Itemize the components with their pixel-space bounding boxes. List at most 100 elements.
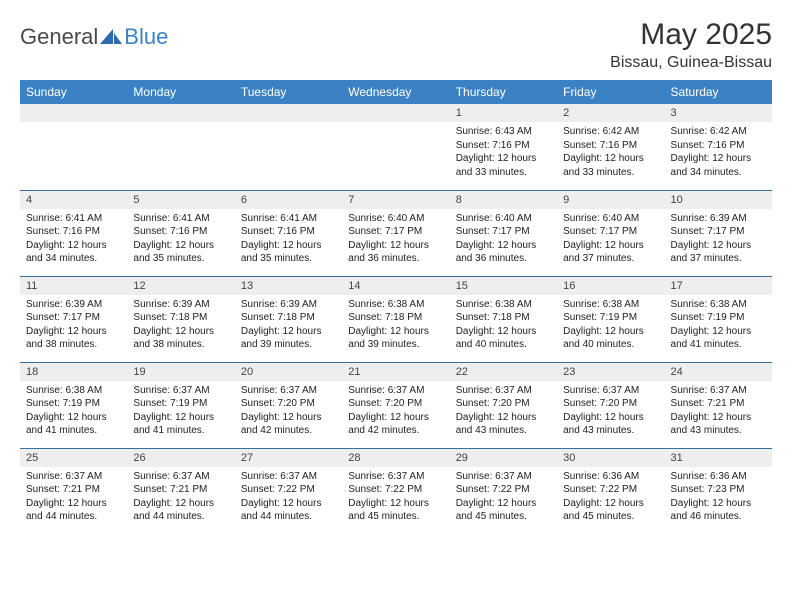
day-cell: 26Sunrise: 6:37 AMSunset: 7:21 PMDayligh… bbox=[127, 448, 234, 534]
sunset-line: Sunset: 7:16 PM bbox=[133, 225, 228, 239]
sunset-line: Sunset: 7:16 PM bbox=[671, 139, 766, 153]
sunset-line: Sunset: 7:18 PM bbox=[348, 311, 443, 325]
day-number: 12 bbox=[127, 277, 234, 295]
sunset-line: Sunset: 7:23 PM bbox=[671, 483, 766, 497]
sunrise-line: Sunrise: 6:37 AM bbox=[26, 470, 121, 484]
sunset-line: Sunset: 7:17 PM bbox=[563, 225, 658, 239]
day-cell: 31Sunrise: 6:36 AMSunset: 7:23 PMDayligh… bbox=[665, 448, 772, 534]
daylight-line: Daylight: 12 hours and 38 minutes. bbox=[133, 325, 228, 352]
dow-row: Sunday Monday Tuesday Wednesday Thursday… bbox=[20, 80, 772, 104]
day-number: 8 bbox=[450, 191, 557, 209]
dow-friday: Friday bbox=[557, 80, 664, 104]
daylight-line: Daylight: 12 hours and 40 minutes. bbox=[456, 325, 551, 352]
day-info: Sunrise: 6:41 AMSunset: 7:16 PMDaylight:… bbox=[235, 209, 342, 270]
day-cell: 13Sunrise: 6:39 AMSunset: 7:18 PMDayligh… bbox=[235, 276, 342, 362]
header: General Blue May 2025 Bissau, Guinea-Bis… bbox=[20, 18, 772, 72]
daylight-line: Daylight: 12 hours and 42 minutes. bbox=[241, 411, 336, 438]
day-number: 15 bbox=[450, 277, 557, 295]
day-number: 4 bbox=[20, 191, 127, 209]
day-info: Sunrise: 6:40 AMSunset: 7:17 PMDaylight:… bbox=[450, 209, 557, 270]
day-number: 7 bbox=[342, 191, 449, 209]
sunset-line: Sunset: 7:16 PM bbox=[26, 225, 121, 239]
day-info: Sunrise: 6:41 AMSunset: 7:16 PMDaylight:… bbox=[127, 209, 234, 270]
day-info: Sunrise: 6:38 AMSunset: 7:18 PMDaylight:… bbox=[342, 295, 449, 356]
day-cell: 21Sunrise: 6:37 AMSunset: 7:20 PMDayligh… bbox=[342, 362, 449, 448]
daylight-line: Daylight: 12 hours and 45 minutes. bbox=[456, 497, 551, 524]
day-cell: 20Sunrise: 6:37 AMSunset: 7:20 PMDayligh… bbox=[235, 362, 342, 448]
day-cell: 1Sunrise: 6:43 AMSunset: 7:16 PMDaylight… bbox=[450, 104, 557, 190]
day-cell: 7Sunrise: 6:40 AMSunset: 7:17 PMDaylight… bbox=[342, 190, 449, 276]
sunrise-line: Sunrise: 6:39 AM bbox=[241, 298, 336, 312]
day-info: Sunrise: 6:38 AMSunset: 7:19 PMDaylight:… bbox=[557, 295, 664, 356]
sunset-line: Sunset: 7:17 PM bbox=[26, 311, 121, 325]
sunrise-line: Sunrise: 6:38 AM bbox=[456, 298, 551, 312]
sunrise-line: Sunrise: 6:37 AM bbox=[133, 470, 228, 484]
day-cell: 27Sunrise: 6:37 AMSunset: 7:22 PMDayligh… bbox=[235, 448, 342, 534]
day-number: 5 bbox=[127, 191, 234, 209]
daylight-line: Daylight: 12 hours and 41 minutes. bbox=[133, 411, 228, 438]
sunrise-line: Sunrise: 6:41 AM bbox=[241, 212, 336, 226]
sunrise-line: Sunrise: 6:37 AM bbox=[456, 470, 551, 484]
daylight-line: Daylight: 12 hours and 35 minutes. bbox=[133, 239, 228, 266]
day-cell: 5Sunrise: 6:41 AMSunset: 7:16 PMDaylight… bbox=[127, 190, 234, 276]
day-cell: 28Sunrise: 6:37 AMSunset: 7:22 PMDayligh… bbox=[342, 448, 449, 534]
sunrise-line: Sunrise: 6:37 AM bbox=[133, 384, 228, 398]
daylight-line: Daylight: 12 hours and 45 minutes. bbox=[563, 497, 658, 524]
sunrise-line: Sunrise: 6:36 AM bbox=[563, 470, 658, 484]
day-info: Sunrise: 6:38 AMSunset: 7:18 PMDaylight:… bbox=[450, 295, 557, 356]
brand-sail-icon bbox=[100, 29, 122, 45]
calendar-body: 1Sunrise: 6:43 AMSunset: 7:16 PMDaylight… bbox=[20, 104, 772, 534]
daylight-line: Daylight: 12 hours and 43 minutes. bbox=[671, 411, 766, 438]
day-info: Sunrise: 6:36 AMSunset: 7:22 PMDaylight:… bbox=[557, 467, 664, 528]
calendar-week: 25Sunrise: 6:37 AMSunset: 7:21 PMDayligh… bbox=[20, 448, 772, 534]
day-info: Sunrise: 6:39 AMSunset: 7:18 PMDaylight:… bbox=[235, 295, 342, 356]
daylight-line: Daylight: 12 hours and 44 minutes. bbox=[26, 497, 121, 524]
day-number bbox=[20, 104, 127, 122]
daylight-line: Daylight: 12 hours and 40 minutes. bbox=[563, 325, 658, 352]
sunset-line: Sunset: 7:17 PM bbox=[671, 225, 766, 239]
dow-monday: Monday bbox=[127, 80, 234, 104]
sunrise-line: Sunrise: 6:40 AM bbox=[456, 212, 551, 226]
day-cell: 12Sunrise: 6:39 AMSunset: 7:18 PMDayligh… bbox=[127, 276, 234, 362]
day-cell: 22Sunrise: 6:37 AMSunset: 7:20 PMDayligh… bbox=[450, 362, 557, 448]
day-number: 28 bbox=[342, 449, 449, 467]
sunrise-line: Sunrise: 6:39 AM bbox=[26, 298, 121, 312]
sunset-line: Sunset: 7:20 PM bbox=[456, 397, 551, 411]
day-number: 20 bbox=[235, 363, 342, 381]
daylight-line: Daylight: 12 hours and 36 minutes. bbox=[456, 239, 551, 266]
sunset-line: Sunset: 7:20 PM bbox=[241, 397, 336, 411]
sunrise-line: Sunrise: 6:37 AM bbox=[348, 384, 443, 398]
daylight-line: Daylight: 12 hours and 38 minutes. bbox=[26, 325, 121, 352]
daylight-line: Daylight: 12 hours and 33 minutes. bbox=[563, 152, 658, 179]
day-info: Sunrise: 6:37 AMSunset: 7:22 PMDaylight:… bbox=[450, 467, 557, 528]
sunrise-line: Sunrise: 6:37 AM bbox=[348, 470, 443, 484]
day-cell: 30Sunrise: 6:36 AMSunset: 7:22 PMDayligh… bbox=[557, 448, 664, 534]
sunset-line: Sunset: 7:22 PM bbox=[348, 483, 443, 497]
location: Bissau, Guinea-Bissau bbox=[610, 54, 772, 72]
daylight-line: Daylight: 12 hours and 41 minutes. bbox=[671, 325, 766, 352]
day-info: Sunrise: 6:43 AMSunset: 7:16 PMDaylight:… bbox=[450, 122, 557, 183]
sunset-line: Sunset: 7:21 PM bbox=[133, 483, 228, 497]
sunset-line: Sunset: 7:19 PM bbox=[563, 311, 658, 325]
dow-saturday: Saturday bbox=[665, 80, 772, 104]
calendar-page: General Blue May 2025 Bissau, Guinea-Bis… bbox=[0, 0, 792, 544]
day-number bbox=[127, 104, 234, 122]
day-info: Sunrise: 6:37 AMSunset: 7:22 PMDaylight:… bbox=[342, 467, 449, 528]
day-number: 14 bbox=[342, 277, 449, 295]
day-cell: 8Sunrise: 6:40 AMSunset: 7:17 PMDaylight… bbox=[450, 190, 557, 276]
dow-thursday: Thursday bbox=[450, 80, 557, 104]
day-cell: 4Sunrise: 6:41 AMSunset: 7:16 PMDaylight… bbox=[20, 190, 127, 276]
calendar-week: 1Sunrise: 6:43 AMSunset: 7:16 PMDaylight… bbox=[20, 104, 772, 190]
day-info: Sunrise: 6:37 AMSunset: 7:20 PMDaylight:… bbox=[450, 381, 557, 442]
day-cell: 3Sunrise: 6:42 AMSunset: 7:16 PMDaylight… bbox=[665, 104, 772, 190]
daylight-line: Daylight: 12 hours and 34 minutes. bbox=[671, 152, 766, 179]
day-cell: 25Sunrise: 6:37 AMSunset: 7:21 PMDayligh… bbox=[20, 448, 127, 534]
sunset-line: Sunset: 7:19 PM bbox=[671, 311, 766, 325]
day-number: 11 bbox=[20, 277, 127, 295]
day-number: 23 bbox=[557, 363, 664, 381]
daylight-line: Daylight: 12 hours and 44 minutes. bbox=[241, 497, 336, 524]
daylight-line: Daylight: 12 hours and 41 minutes. bbox=[26, 411, 121, 438]
daylight-line: Daylight: 12 hours and 45 minutes. bbox=[348, 497, 443, 524]
day-number: 16 bbox=[557, 277, 664, 295]
sunrise-line: Sunrise: 6:37 AM bbox=[563, 384, 658, 398]
